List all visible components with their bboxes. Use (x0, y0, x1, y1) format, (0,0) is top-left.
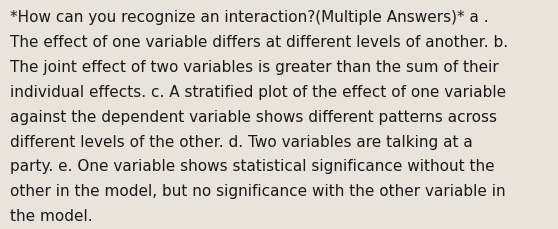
Text: *How can you recognize an interaction?(Multiple Answers)* a .: *How can you recognize an interaction?(M… (10, 10, 489, 25)
Text: against the dependent variable shows different patterns across: against the dependent variable shows dif… (10, 109, 497, 124)
Text: party. e. One variable shows statistical significance without the: party. e. One variable shows statistical… (10, 159, 495, 174)
Text: The joint effect of two variables is greater than the sum of their: The joint effect of two variables is gre… (10, 60, 499, 75)
Text: The effect of one variable differs at different levels of another. b.: The effect of one variable differs at di… (10, 35, 508, 50)
Text: different levels of the other. d. Two variables are talking at a: different levels of the other. d. Two va… (10, 134, 473, 149)
Text: the model.: the model. (10, 208, 93, 223)
Text: other in the model, but no significance with the other variable in: other in the model, but no significance … (10, 183, 506, 198)
Text: individual effects. c. A stratified plot of the effect of one variable: individual effects. c. A stratified plot… (10, 85, 506, 99)
